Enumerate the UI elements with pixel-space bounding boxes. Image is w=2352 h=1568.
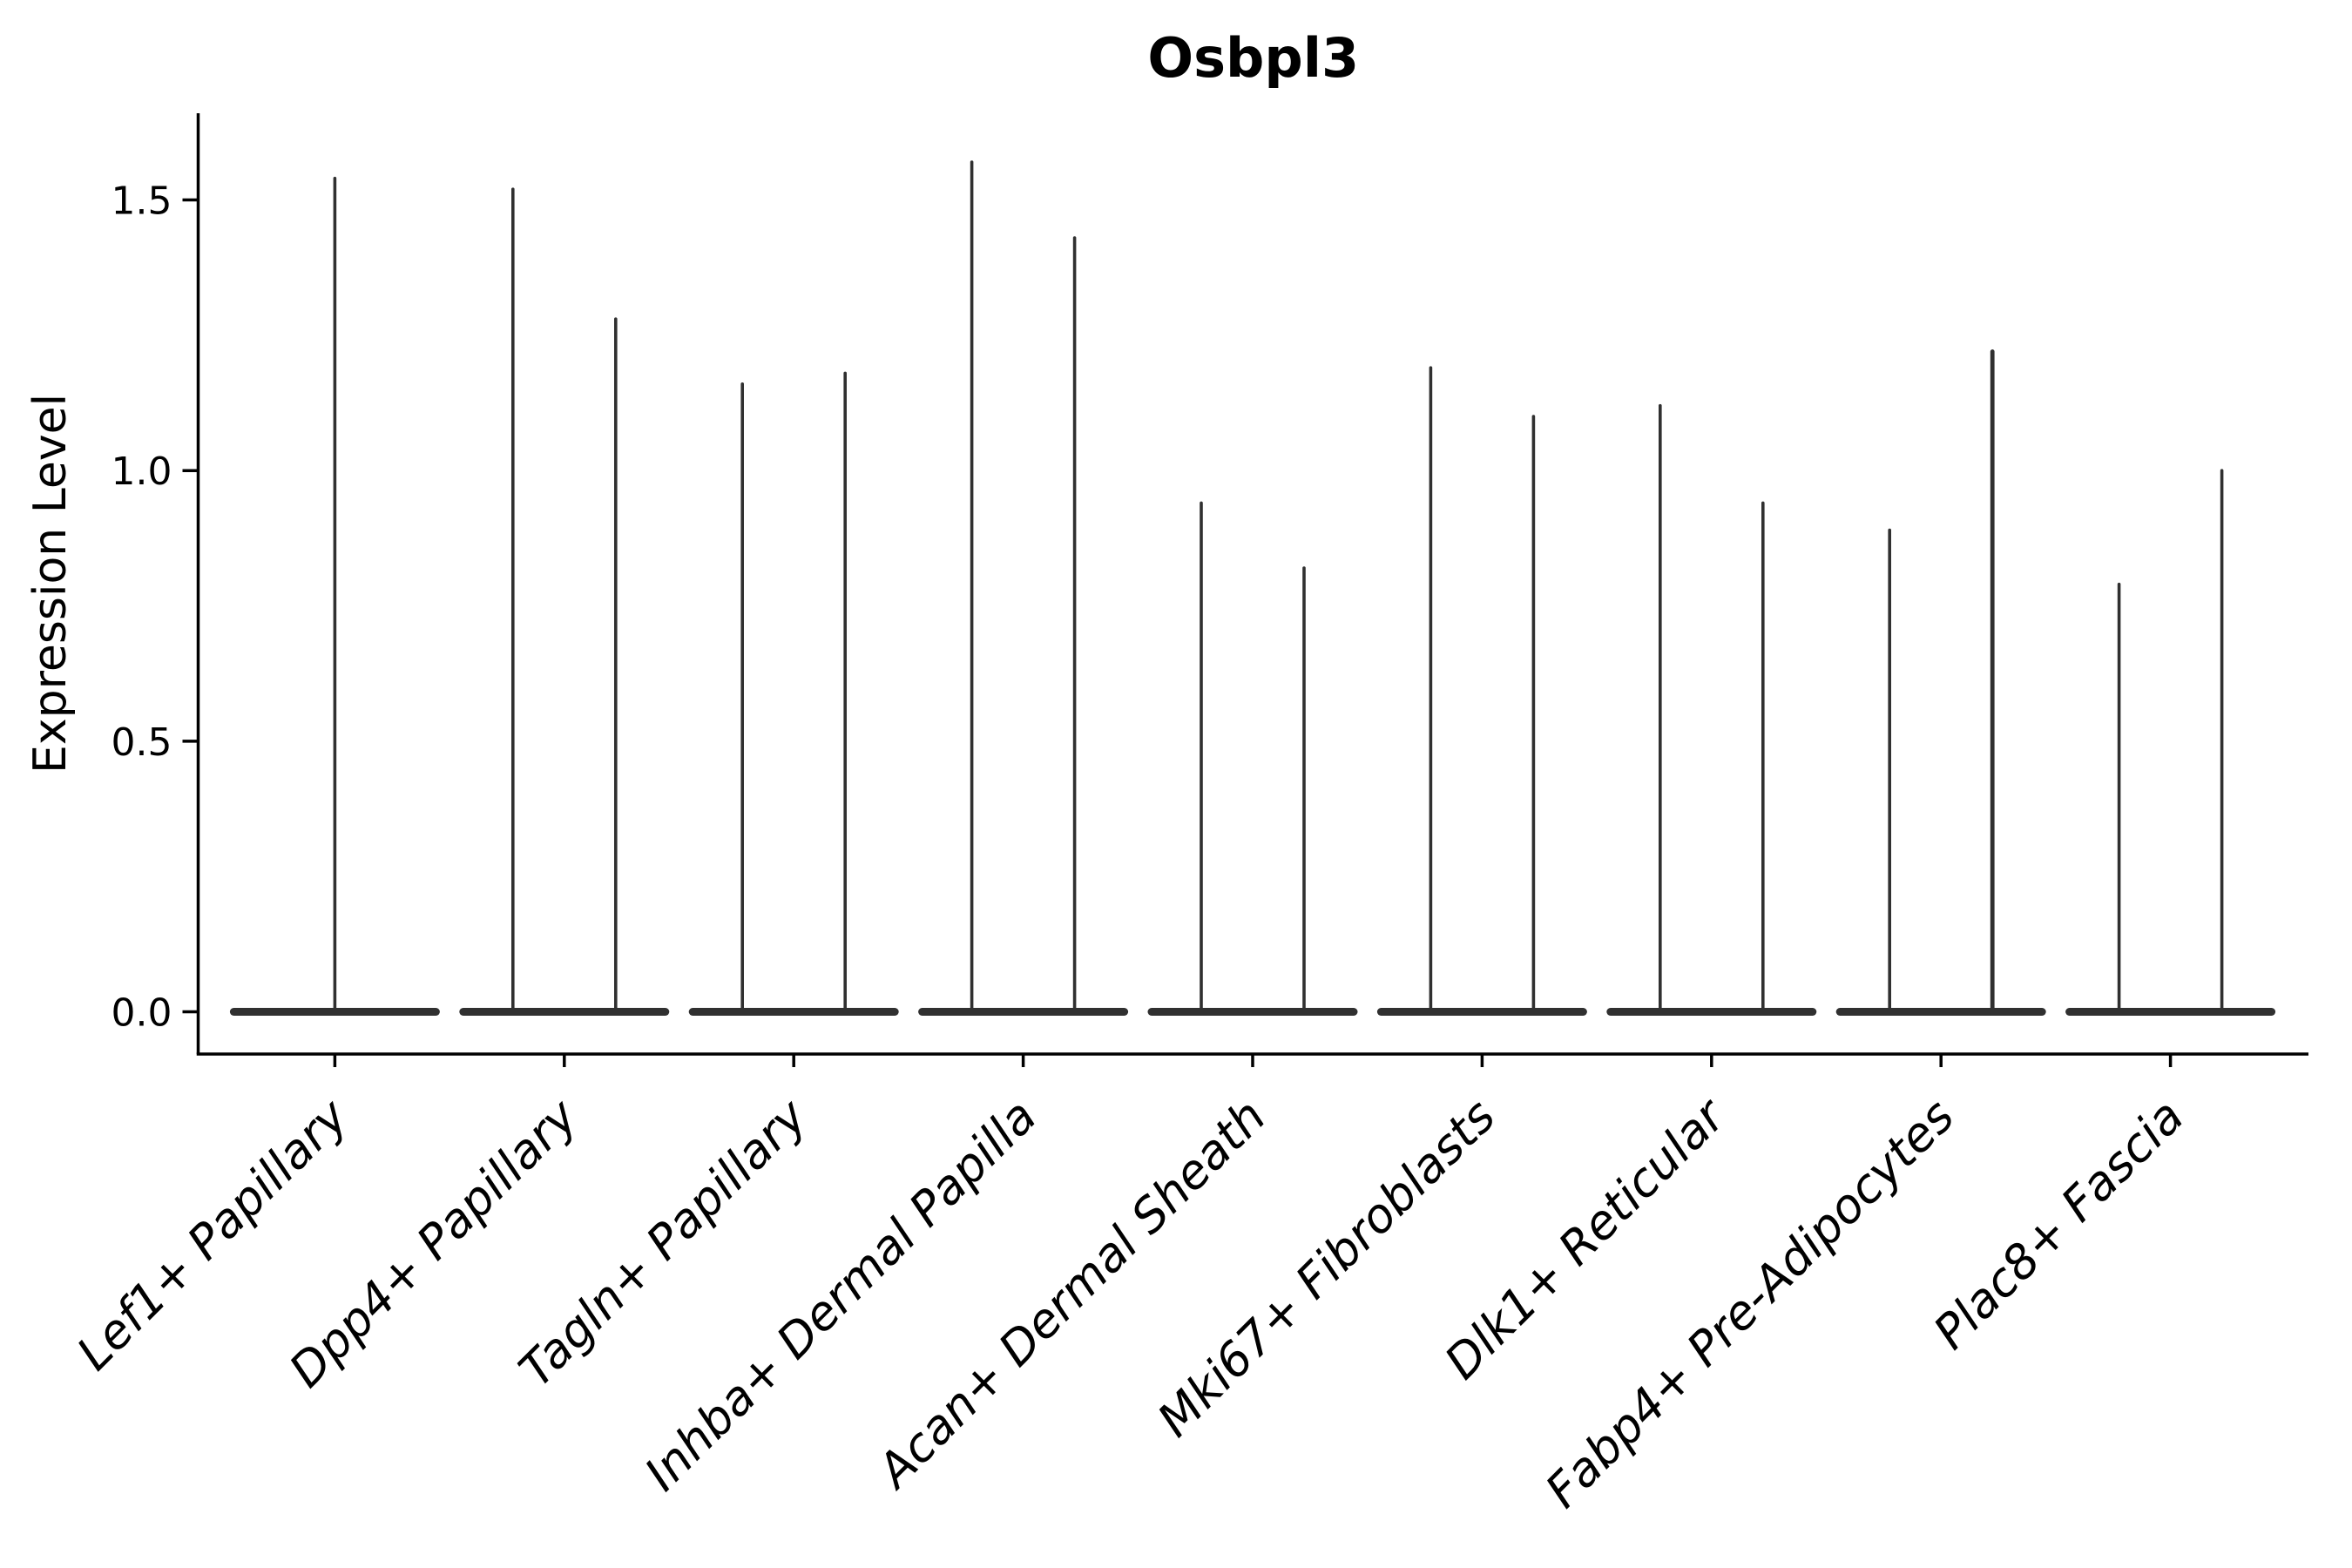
x-tick-label: Acan+ Dermal Sheath (865, 1089, 1276, 1500)
x-tick-label: Plac8+ Fascia (1923, 1089, 2194, 1360)
y-tick-label: 1.0 (112, 449, 172, 494)
y-tick-label: 1.5 (112, 179, 172, 224)
violin-body (688, 1008, 899, 1016)
violin-body (918, 1008, 1129, 1016)
violin-body (1606, 1008, 1817, 1016)
violin-body (459, 1008, 670, 1016)
violin-body (1147, 1008, 1358, 1016)
x-tick-label: Inhba+ Dermal Papilla (634, 1089, 1047, 1502)
x-tick-label: Fabp4+ Pre-Adipocytes (1535, 1089, 1964, 1518)
violin-body (2065, 1008, 2276, 1016)
y-tick-label: 0.0 (112, 991, 172, 1036)
chart-title: Osbpl3 (1147, 26, 1359, 90)
y-axis-label: Expression Level (24, 394, 77, 774)
y-tick-label: 0.5 (112, 720, 172, 765)
violin-body (1835, 1008, 2046, 1016)
violins-layer (229, 160, 2276, 1016)
violin-body (1376, 1008, 1587, 1016)
